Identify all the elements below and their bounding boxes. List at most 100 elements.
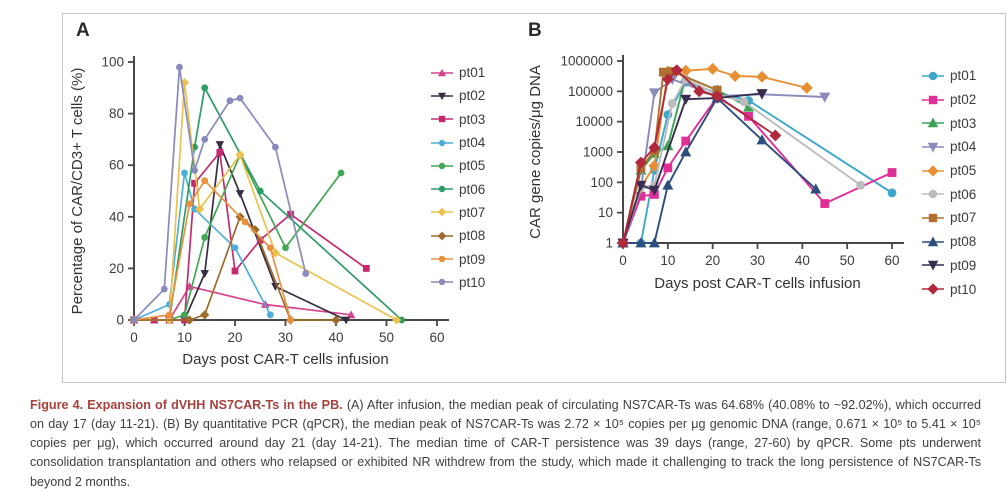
x-tick-label: 40 [328,330,343,345]
legend-label: pt05 [950,163,977,179]
series-pt04-marker [819,92,831,103]
series-pt04-marker [231,244,239,252]
pt10-marker-icon [922,283,944,295]
series-pt06-marker [201,84,209,92]
series-pt05-marker [201,234,209,241]
x-tick-label: 50 [840,253,855,268]
series-pt02-line [622,96,893,244]
x-tick-label: 20 [705,253,720,268]
y-tick-label: 1000000 [560,54,613,69]
x-tick-label: 0 [130,330,138,345]
series-pt08-marker [184,315,195,325]
legend-item-pt01: pt01 [430,61,485,84]
series-pt10-marker [236,94,244,102]
y-tick-label: 40 [109,209,124,224]
series-pt07-marker [658,67,668,77]
legend-item-pt07: pt07 [430,201,485,224]
pt09-marker-icon [431,255,453,263]
figure-panel-box [62,13,1006,383]
legend-label: pt05 [459,158,486,174]
pt06-marker-icon [922,190,944,199]
series-pt10 [617,64,782,249]
series-pt05-marker [756,70,768,83]
legend-label: pt01 [459,65,486,81]
pt07-marker-icon [431,208,453,217]
y-tick-label: 60 [109,158,124,173]
series-pt09-marker [287,316,294,324]
series-pt09-marker [266,244,274,252]
panel-b-legend: pt01 pt02 pt03 pt04 pt05 pt06 pt07 pt08 pt09 pt10 [921,64,976,301]
series-pt09-line [133,179,292,321]
series-pt03-marker [191,179,198,187]
series-pt07-line [622,70,718,244]
series-pt04-marker [191,205,198,213]
series-pt04-marker [648,88,660,99]
series-pt02-marker [681,136,691,146]
series-pt10-marker [191,166,198,174]
series-pt10-marker [176,63,183,71]
y-tick-label: 100 [101,55,124,70]
x-tick-label: 30 [278,330,293,345]
pt03-marker-icon [431,116,453,123]
series-pt10-marker [693,85,706,98]
legend-label: pt02 [459,88,486,104]
legend-label: pt01 [950,68,977,84]
series-pt03-marker [362,265,370,272]
series-pt05-marker [337,169,345,177]
y-tick-label: 1000 [583,145,613,160]
series-pt02-marker [663,163,673,173]
series-pt08 [617,92,822,248]
legend-item-pt08: pt08 [430,224,485,247]
x-tick-label: 10 [177,330,192,345]
legend-label: pt02 [950,92,977,108]
pt06-marker-icon [431,185,453,193]
pt08-marker-icon [431,231,453,241]
legend-label: pt10 [950,281,977,297]
series-pt06-marker [739,97,749,107]
series-pt10-marker [617,237,629,249]
series-pt08-marker [648,237,660,248]
series-pt05-marker [706,62,719,75]
series-pt02-marker [341,316,351,325]
series-pt04-marker [266,311,274,319]
y-tick-label: 0 [116,313,124,328]
legend-item-pt04: pt04 [430,131,485,154]
series-pt03-line [134,151,367,321]
pt04-marker-icon [431,139,453,146]
pt05-marker-icon [922,164,944,177]
y-tick-label: 10 [598,205,613,220]
panel-a-line-chart: 0 20 40 60 80 100 0 10 20 30 40 50 60 Days post CAR-T… [69,55,449,368]
series-pt10-marker [201,136,209,143]
x-tick-label: 10 [660,253,675,268]
x-tick-label: 60 [429,330,444,345]
series-pt09-marker [165,311,173,319]
x-axis-ticks: 0 10 20 30 40 50 60 [130,320,445,345]
panel-a-label: A [76,20,91,41]
series-pt09-marker [648,185,660,196]
pt02-marker-icon [431,92,453,101]
x-axis-title: Days post CAR-T cells infusion [654,275,860,292]
legend-item-pt05: pt05 [430,154,485,177]
x-tick-label: 30 [750,253,765,268]
series-pt09-line [622,92,763,244]
y-axis-title: Percentage of CAR/CD3+ T cells (%) [69,68,86,315]
series-pt09-marker [241,218,249,226]
legend-label: pt04 [459,135,486,151]
y-tick-label: 20 [109,261,124,276]
legend-item-pt03: pt03 [430,108,485,131]
series-pt04-line [133,172,272,321]
series-pt10-marker [130,316,138,324]
series-pt07-marker [235,150,245,160]
legend-item-pt09: pt09 [430,247,485,270]
series-pt05-marker [800,81,813,94]
series-pt06-marker [256,187,264,195]
series-pt07-marker [712,85,722,95]
legend-item-pt09: pt09 [921,254,976,278]
series-pt10-marker [769,129,782,142]
series-pt04 [130,169,274,324]
y-axis-title: CAR gene copies/μg DNA [527,65,544,239]
series-pt01-marker [346,310,356,319]
series-pt08-marker [250,225,260,235]
series-pt02-marker [235,190,245,198]
pt05-marker-icon [431,162,453,170]
